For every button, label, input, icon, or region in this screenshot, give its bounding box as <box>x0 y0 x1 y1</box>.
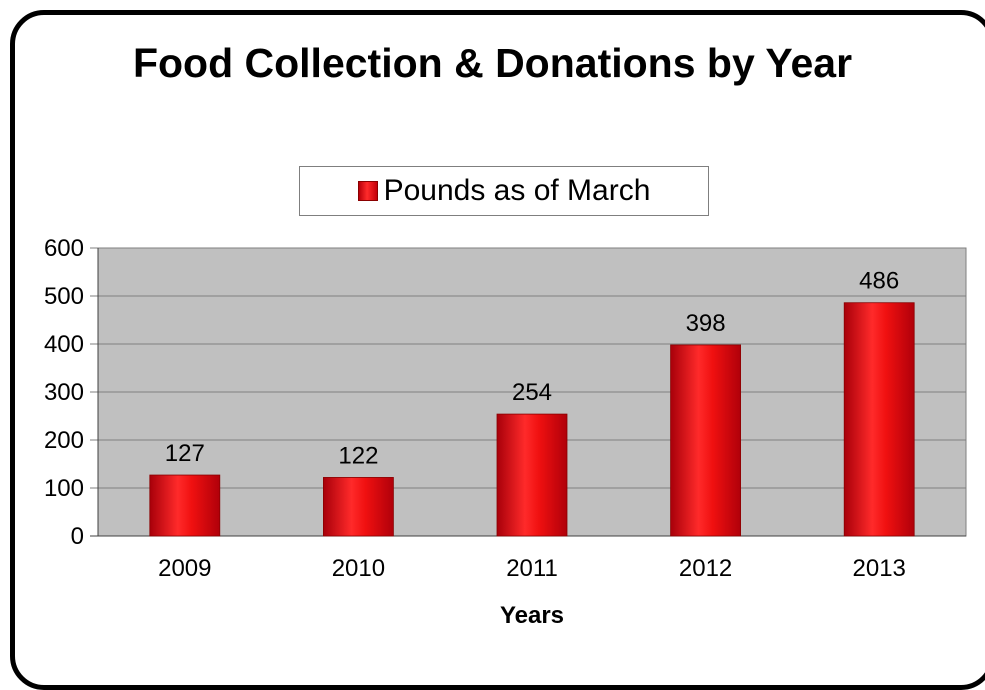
bar <box>670 344 741 537</box>
y-tick-label: 500 <box>44 283 84 310</box>
legend-swatch <box>357 181 378 201</box>
x-tick-label: 2009 <box>158 555 211 582</box>
chart-title-text: Food Collection & Donations by Year <box>132 40 853 86</box>
bar <box>496 413 568 537</box>
y-axis-ticks: 0 100 200 300 400 500 600 <box>44 235 84 550</box>
legend-label: Pounds as of March <box>383 174 651 207</box>
y-tick-label: 400 <box>44 331 84 358</box>
data-label: 398 <box>686 310 726 337</box>
data-label: 127 <box>165 440 205 467</box>
x-tick-label: 2010 <box>332 555 385 582</box>
y-tick-label: 600 <box>44 235 84 262</box>
legend: Pounds as of March <box>299 166 709 216</box>
chart-title: Food Collection & Donations by Year <box>0 40 985 86</box>
y-tick-label: 0 <box>71 523 84 550</box>
x-tick-label: 2013 <box>853 555 906 582</box>
x-tick-label: 2012 <box>679 555 732 582</box>
data-labels: 127 122 254 398 486 <box>165 268 899 470</box>
bars <box>149 302 915 537</box>
x-axis-title: Years <box>500 602 564 629</box>
data-label: 486 <box>859 268 899 295</box>
bar <box>843 302 915 537</box>
chart-svg: 127 122 254 398 486 0 100 200 300 400 500 600 2009… <box>44 235 967 629</box>
y-tick-label: 100 <box>44 475 84 502</box>
data-label: 254 <box>512 379 552 406</box>
bar <box>149 474 221 537</box>
y-tick-label: 200 <box>44 427 84 454</box>
bar <box>322 477 394 537</box>
x-tick-label: 2011 <box>506 555 558 582</box>
x-axis-ticks: 2009 2010 2011 2012 2013 <box>158 555 906 582</box>
y-tick-label: 300 <box>44 379 84 406</box>
data-label: 122 <box>338 442 378 469</box>
